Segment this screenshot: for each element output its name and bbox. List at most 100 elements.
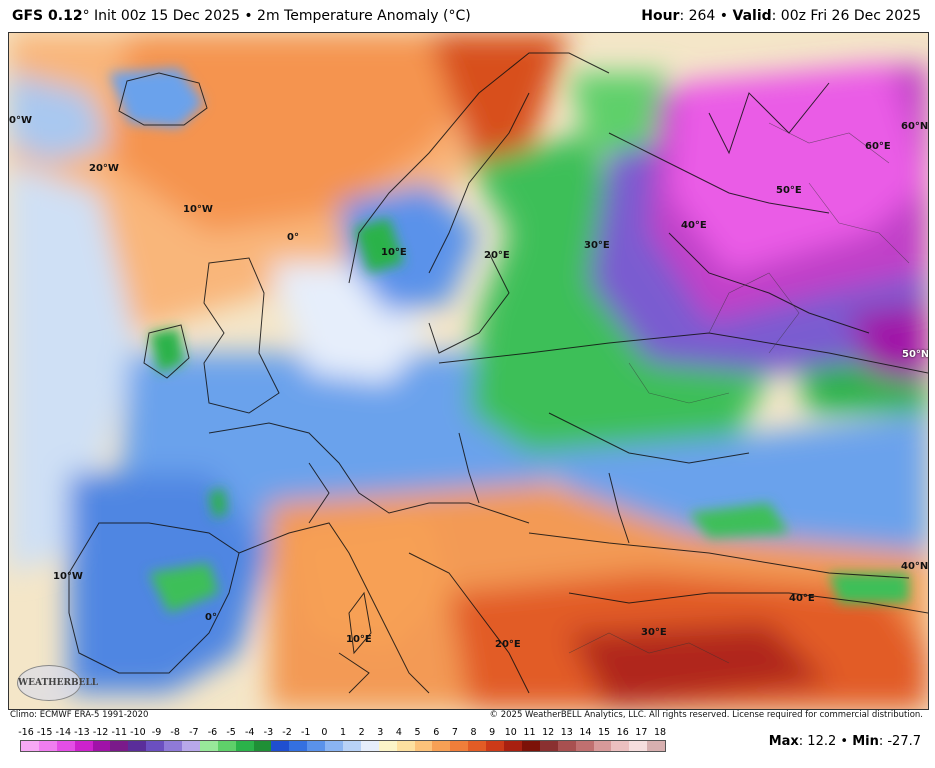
scale-swatch (271, 741, 290, 751)
lon-label: 10°W (53, 571, 83, 582)
scale-tick-label: -3 (263, 727, 274, 738)
scale-swatch (164, 741, 183, 751)
scale-swatch (539, 741, 558, 751)
scale-swatch (629, 741, 648, 751)
lat-label: 50°N (902, 349, 929, 360)
scale-swatch (74, 741, 93, 751)
lon-label: 30°E (641, 627, 667, 638)
scale-swatch (486, 741, 505, 751)
min-label: Min (852, 734, 879, 749)
climo-text: Climo: ECMWF ERA-5 1991-2020 (10, 710, 149, 720)
scale-swatch (56, 741, 75, 751)
scale-tick-label: 2 (358, 727, 365, 738)
scale-swatch (235, 741, 254, 751)
scale-tick-label: 7 (451, 727, 458, 738)
scale-tick-label: -16 (18, 727, 34, 738)
scale-swatch (647, 741, 666, 751)
max-min-readout: Max: 12.2 • Min: -27.7 (769, 734, 921, 749)
scale-tick-label: 18 (653, 727, 667, 738)
lat-label: 40°N (901, 561, 929, 572)
scale-tick-label: -9 (151, 727, 162, 738)
scale-tick-label: -2 (282, 727, 292, 738)
scale-bar (20, 740, 666, 752)
init-text: ° Init 00z 15 Dec 2025 • 2m Temperature … (82, 8, 471, 24)
scale-swatch (557, 741, 576, 751)
scale-tick-label: 6 (433, 727, 440, 738)
scale-tick-label: 12 (542, 727, 555, 738)
scale-swatch (110, 741, 129, 751)
valid-value: : 00z Fri 26 Dec 2025 (771, 8, 921, 24)
map-title: GFS 0.12° Init 00z 15 Dec 2025 • 2m Temp… (12, 8, 471, 24)
map-canvas (9, 33, 928, 709)
lon-label: 30°E (584, 240, 610, 251)
lon-label: 20°E (495, 639, 521, 650)
scale-tick-label: 15 (598, 727, 611, 738)
scale-swatch (575, 741, 594, 751)
scale-swatch (414, 741, 433, 751)
scale-tick-label: 5 (414, 727, 421, 738)
scale-swatch (199, 741, 218, 751)
scale-tick-label: 17 (635, 727, 648, 738)
scale-swatch (468, 741, 487, 751)
scale-tick-label: 0 (321, 727, 328, 738)
scale-tick-label: 10 (504, 727, 517, 738)
scale-tick-label: -1 (300, 727, 311, 738)
scale-tick-label: -12 (92, 727, 109, 738)
scale-tick-label: 3 (377, 727, 384, 738)
lon-label: 10°W (183, 204, 213, 215)
scale-tick-label: -11 (111, 727, 127, 738)
scale-swatch (343, 741, 361, 751)
scale-tick-label: -14 (55, 727, 72, 738)
hour-value: : 264 • (679, 8, 733, 24)
lat-label: 60°N (901, 121, 929, 132)
credits-bar: Climo: ECMWF ERA-5 1991-2020 © 2025 Weat… (8, 710, 927, 722)
scale-swatch (521, 741, 540, 751)
scale-tick-label: -4 (245, 727, 255, 738)
color-scale: -16 -15 -14 -13 -12 -11 -10 -9 -8 -7 -6 -5 -4 -3 -2 -1 0… (18, 727, 667, 757)
valid-time: Hour: 264 • Valid: 00z Fri 26 Dec 2025 (641, 8, 921, 24)
lon-label: 20°W (89, 163, 119, 174)
scale-swatch (396, 741, 415, 751)
scale-swatch (182, 741, 200, 751)
valid-label: Valid (732, 8, 772, 24)
hour-label: Hour (641, 8, 680, 24)
scale-tick-label: 16 (616, 727, 629, 738)
lon-label: 10°E (346, 634, 372, 645)
lon-label: 20°E (484, 250, 510, 261)
scale-swatch (450, 741, 469, 751)
scale-swatch (593, 741, 612, 751)
scale-swatch (325, 741, 344, 751)
scale-swatch (128, 741, 147, 751)
max-label: Max (768, 734, 799, 749)
scale-swatch (611, 741, 630, 751)
scale-tick-label: -10 (130, 727, 146, 738)
min-value: : -27.7 (878, 734, 921, 749)
scale-swatch (21, 741, 39, 751)
copyright-text: © 2025 WeatherBELL Analytics, LLC. All r… (489, 710, 923, 720)
header-bar: GFS 0.12° Init 00z 15 Dec 2025 • 2m Temp… (0, 0, 935, 32)
scale-ticks: -16 -15 -14 -13 -12 -11 -10 -9 -8 -7 -6 -5 -4 -3 -2 -1 0… (18, 727, 667, 739)
scale-tick-label: 14 (579, 727, 592, 738)
model-name: GFS 0.12 (12, 8, 83, 24)
scale-tick-label: 9 (489, 727, 496, 738)
lon-label: 0° (205, 612, 217, 623)
scale-swatch (253, 741, 272, 751)
scale-swatch (38, 741, 57, 751)
scale-tick-label: -8 (170, 727, 180, 738)
scale-tick-label: -13 (74, 727, 90, 738)
scale-tick-label: -15 (36, 727, 53, 738)
scale-tick-label: 4 (395, 727, 402, 738)
lon-label: 50°E (776, 185, 802, 196)
lon-label: 0° (287, 232, 299, 243)
scale-tick-label: 13 (560, 727, 573, 738)
scale-swatch (217, 741, 236, 751)
lat-label: 60°E (865, 141, 891, 152)
scale-tick-label: 1 (339, 727, 347, 738)
lon-label: 0°W (9, 115, 32, 126)
anomaly-map[interactable]: 0°W 20°W 10°W 0° 10°E 20°E 30°E 40°E 50°… (8, 32, 929, 710)
scale-tick-label: -6 (207, 727, 218, 738)
scale-swatch (378, 741, 397, 751)
weatherbell-logo: WEATHERBELL (17, 665, 98, 701)
lon-label: 40°E (681, 220, 707, 231)
max-value: : 12.2 • (798, 734, 853, 749)
